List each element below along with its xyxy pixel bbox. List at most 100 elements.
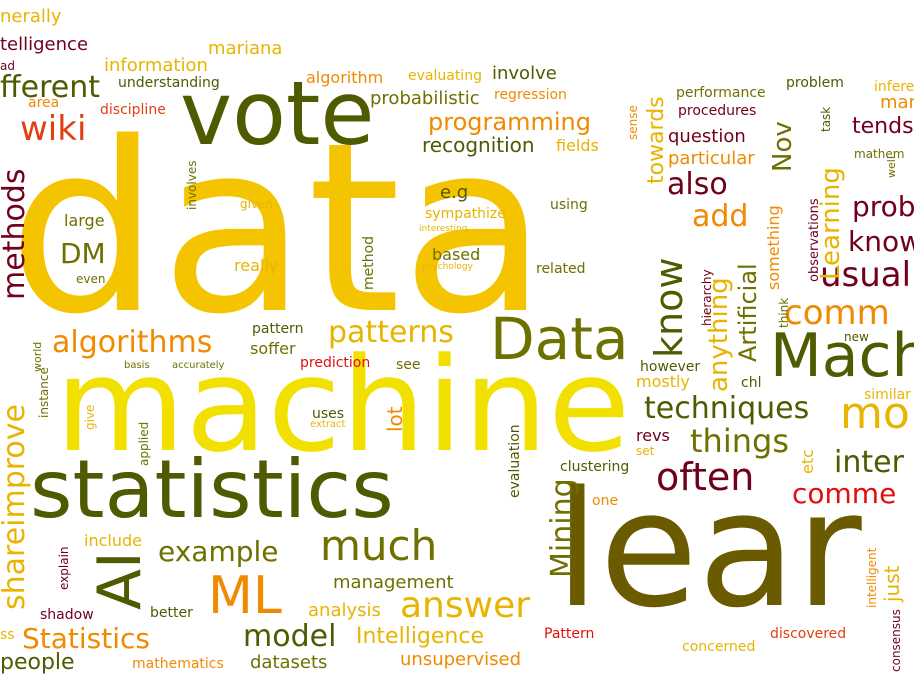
word-analysis: analysis: [308, 600, 381, 621]
word-comme: comme: [792, 477, 897, 510]
word-recognition: recognition: [422, 133, 535, 157]
word-psychology: psychology: [422, 262, 473, 272]
word-techniques: techniques: [644, 391, 810, 426]
word-ai: AI: [85, 551, 155, 610]
word-information: information: [104, 55, 208, 76]
word-mathem: mathem: [854, 147, 905, 161]
word-patterns: patterns: [328, 315, 454, 350]
word-mach: Mach: [770, 321, 914, 391]
word-sympathize: sympathize: [425, 206, 506, 222]
word-intelligence: Intelligence: [356, 624, 485, 649]
word-methods: methods: [0, 168, 32, 300]
word-soffer: soffer: [250, 339, 296, 358]
word-area: area: [28, 95, 60, 111]
word-tends: tends: [852, 114, 914, 139]
word-method: method: [361, 235, 377, 290]
word-management: management: [333, 572, 454, 593]
word-etc: etc: [798, 449, 817, 474]
word-much: much: [320, 521, 438, 570]
word-task: task: [819, 106, 833, 132]
word-generally: nerally: [0, 6, 62, 27]
word-statistics2: Statistics: [22, 622, 150, 655]
word-applied: applied: [137, 421, 151, 466]
word-however: however: [640, 359, 701, 375]
word-involve: involve: [492, 63, 557, 84]
word-consensus: consensus: [889, 609, 903, 672]
word-discovered: discovered: [770, 626, 847, 642]
word-algorithms: algorithms: [52, 325, 213, 360]
word-explain: explain: [57, 546, 71, 590]
word-ml: ML: [208, 566, 282, 626]
word-also: also: [667, 167, 728, 202]
word-sense: sense: [626, 105, 640, 140]
word-really: really: [234, 256, 279, 275]
word-people: people: [0, 650, 75, 675]
word-intelligence2: telligence: [0, 34, 89, 55]
word-shareimprove: shareimprove: [0, 403, 32, 610]
word-given: given: [240, 197, 274, 211]
word-think: think: [777, 297, 791, 328]
word-unsupervised: unsupervised: [400, 649, 522, 670]
word-answer: answer: [400, 585, 531, 626]
word-ss: ss: [0, 627, 15, 643]
word-eg: e.g: [440, 182, 469, 203]
word-involves: involves: [185, 160, 199, 210]
word-better: better: [150, 605, 193, 621]
word-basis: basis: [124, 360, 150, 371]
word-pattern2: Pattern: [544, 626, 595, 642]
word-evaluating: evaluating: [408, 68, 482, 84]
word-based: based: [432, 245, 481, 264]
word-using: using: [550, 197, 588, 213]
word-fields: fields: [556, 136, 599, 155]
word-mining: Mining: [545, 478, 580, 578]
word-extract: extract: [310, 419, 346, 430]
word-algorithm: algorithm: [306, 68, 384, 87]
word-probabilistic: probabilistic: [370, 88, 480, 109]
word-infer: infere: [874, 79, 914, 95]
word-one: one: [592, 493, 619, 509]
word-understanding: understanding: [118, 75, 220, 91]
word-mo: mo: [840, 388, 910, 439]
word-machine: machine: [55, 329, 631, 481]
word-procedures: procedures: [678, 103, 757, 119]
word-chl: chl: [741, 375, 762, 391]
word-things: things: [690, 422, 789, 460]
word-know2: know: [848, 225, 914, 258]
word-set: set: [636, 444, 655, 458]
word-performance: performance: [676, 85, 766, 101]
word-clustering: clustering: [560, 459, 630, 475]
word-ad: ad: [0, 59, 15, 73]
word-data2: Data: [490, 305, 629, 373]
word-problem: problem: [786, 75, 844, 91]
word-towards: towards: [644, 96, 669, 184]
word-evaluation: evaluation: [507, 424, 523, 498]
word-lot: lot: [383, 406, 407, 432]
word-interesting: interesting: [419, 224, 468, 234]
word-model: model: [243, 619, 337, 654]
word-uses: uses: [312, 406, 345, 422]
word-comm: comm: [784, 293, 890, 333]
word-related: related: [536, 261, 586, 277]
word-discipline: discipline: [100, 102, 166, 118]
word-vote: vote: [180, 62, 375, 165]
word-revs: revs: [636, 426, 670, 445]
word-similar: similar: [864, 387, 911, 403]
word-give: give: [83, 404, 97, 430]
word-prob: prob: [852, 190, 914, 223]
word-mostly: mostly: [636, 372, 690, 391]
word-different: fferent: [0, 70, 101, 105]
word-new: new: [844, 330, 869, 344]
word-particular: particular: [668, 148, 755, 169]
word-even: even: [76, 272, 106, 286]
word-inter: inter: [834, 445, 904, 480]
word-often: often: [656, 455, 755, 499]
word-large: large: [64, 211, 105, 230]
word-lear: lear: [555, 456, 862, 643]
word-observations: observations: [807, 198, 822, 282]
word-concerned: concerned: [682, 639, 756, 655]
word-programming: programming: [428, 108, 591, 136]
word-nov: Nov: [768, 121, 798, 172]
word-mariana: mariana: [208, 38, 283, 59]
word-add: add: [692, 199, 749, 234]
